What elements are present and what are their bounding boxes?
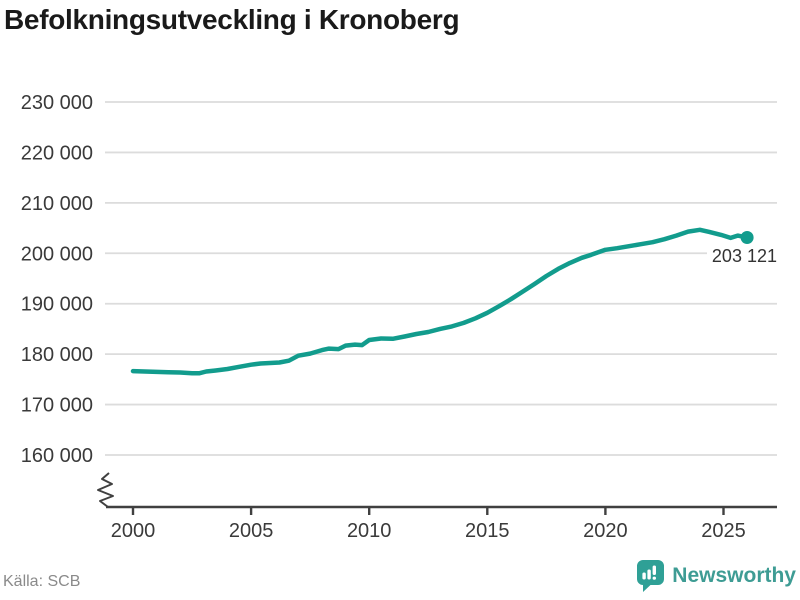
- y-axis-tick-label: 220 000: [21, 142, 93, 164]
- bar-tall: [647, 569, 652, 580]
- y-axis-tick-label: 230 000: [21, 92, 93, 114]
- newsworthy-speech-bubble-chart-icon: [637, 560, 665, 592]
- x-axis-tick-label: 2015: [465, 520, 510, 542]
- x-axis-tick-label: 2020: [583, 520, 628, 542]
- x-axis-tick-label: 2025: [701, 520, 746, 542]
- y-axis-tick-label: 200 000: [21, 243, 93, 265]
- bar-short: [642, 572, 647, 580]
- population-line-series: [130, 227, 750, 376]
- x-axis-tick-label: 2000: [111, 520, 156, 542]
- x-axis-tick-label: 2005: [229, 520, 274, 542]
- x-axis-tick-label: 2010: [347, 520, 392, 542]
- y-axis-tick-label: 190 000: [21, 294, 93, 316]
- newsworthy-wordmark: Newsworthy: [672, 564, 796, 587]
- chart-title: Befolkningsutveckling i Kronoberg: [4, 4, 460, 35]
- y-axis-break-icon: [97, 472, 114, 508]
- end-value-label: 203 121: [712, 246, 777, 266]
- y-axis-tick-label: 210 000: [21, 193, 93, 215]
- y-axis-tick-label: 170 000: [21, 395, 93, 417]
- last-point-marker: [740, 231, 754, 244]
- exclamation-dot: [652, 576, 657, 580]
- y-axis-tick-label: 160 000: [21, 445, 93, 467]
- end-label-backdrop: [707, 245, 779, 266]
- y-axis-tick-label: 180 000: [21, 344, 93, 366]
- source-note: Källa: SCB: [3, 573, 81, 590]
- newsworthy-logo[interactable]: Newsworthy: [636, 559, 796, 593]
- exclamation-stroke: [652, 565, 657, 575]
